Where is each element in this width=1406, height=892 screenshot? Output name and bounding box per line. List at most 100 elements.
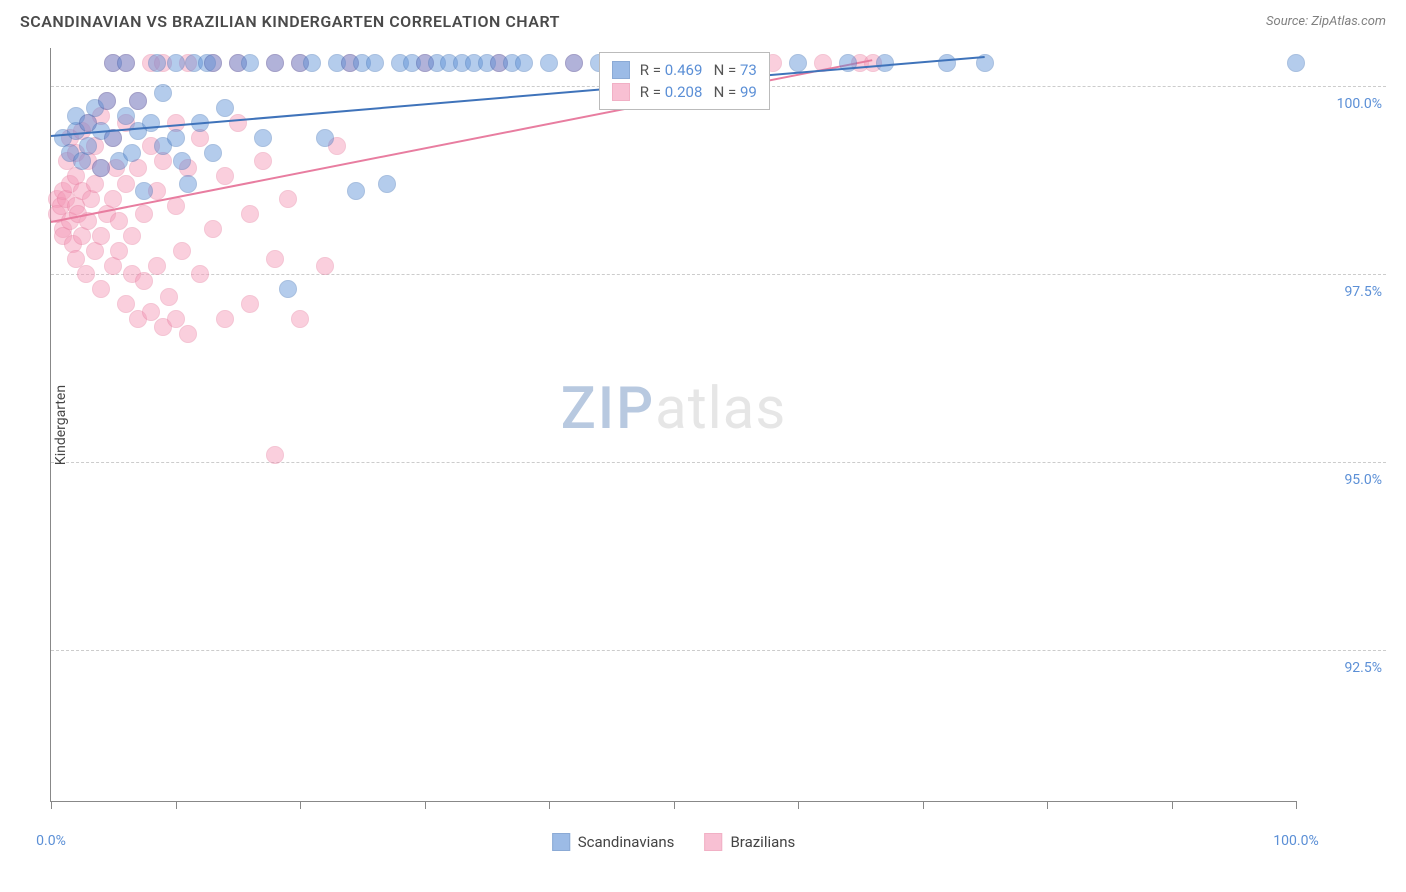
chart-container: Kindergarten ZIPatlas 92.5% 95.0% 97.5% 100… — [50, 48, 1386, 832]
x-tick — [798, 801, 799, 809]
plot-area: Kindergarten ZIPatlas 92.5%95.0%97.5%100… — [50, 48, 1296, 802]
data-point — [216, 99, 234, 117]
data-point — [241, 205, 259, 223]
data-point — [92, 227, 110, 245]
gridline — [51, 462, 1386, 463]
data-point — [789, 54, 807, 72]
data-point — [79, 137, 97, 155]
data-point — [142, 114, 160, 132]
bottom-legend-item: Scandinavians — [552, 833, 675, 851]
stats-legend: R = 0.469 N = 73 R = 0.208 N = 99 — [599, 52, 770, 110]
legend-text: R = 0.469 N = 73 — [640, 61, 757, 79]
data-point — [173, 152, 191, 170]
x-min-label: 0.0% — [36, 833, 66, 849]
bottom-legend-item: Brazilians — [704, 833, 795, 851]
legend-text: R = 0.208 N = 99 — [640, 83, 757, 101]
data-point — [148, 257, 166, 275]
data-point — [254, 129, 272, 147]
data-point — [266, 250, 284, 268]
data-point — [154, 84, 172, 102]
legend-swatch — [612, 61, 630, 79]
bottom-legend: Scandinavians Brazilians — [552, 833, 796, 851]
watermark: ZIPatlas — [561, 375, 787, 443]
data-point — [117, 175, 135, 193]
x-tick — [1047, 801, 1048, 809]
y-tick-label: 97.5% — [1302, 284, 1382, 300]
data-point — [82, 190, 100, 208]
legend-label: Brazilians — [730, 833, 795, 851]
legend-swatch — [552, 833, 570, 851]
data-point — [515, 54, 533, 72]
data-point — [540, 54, 558, 72]
data-point — [229, 114, 247, 132]
data-point — [160, 288, 178, 306]
source-label: Source: ZipAtlas.com — [1266, 14, 1386, 29]
x-tick — [51, 801, 52, 809]
legend-row: R = 0.208 N = 99 — [612, 81, 757, 103]
data-point — [129, 92, 147, 110]
data-point — [366, 54, 384, 72]
x-tick — [1296, 801, 1297, 809]
data-point — [167, 310, 185, 328]
data-point — [117, 54, 135, 72]
data-point — [938, 54, 956, 72]
data-point — [148, 54, 166, 72]
gridline — [51, 274, 1386, 275]
data-point — [135, 272, 153, 290]
data-point — [179, 325, 197, 343]
x-tick — [176, 801, 177, 809]
data-point — [216, 310, 234, 328]
x-tick — [1172, 801, 1173, 809]
data-point — [77, 265, 95, 283]
data-point — [110, 212, 128, 230]
data-point — [167, 197, 185, 215]
data-point — [167, 129, 185, 147]
y-tick-label: 100.0% — [1302, 96, 1382, 112]
data-point — [266, 54, 284, 72]
data-point — [117, 107, 135, 125]
data-point — [92, 280, 110, 298]
data-point — [216, 167, 234, 185]
x-tick — [923, 801, 924, 809]
data-point — [135, 205, 153, 223]
data-point — [104, 190, 122, 208]
y-axis-label: Kindergarten — [53, 384, 69, 464]
chart-title: SCANDINAVIAN VS BRAZILIAN KINDERGARTEN C… — [20, 12, 560, 31]
data-point — [204, 144, 222, 162]
data-point — [316, 257, 334, 275]
data-point — [266, 446, 284, 464]
legend-row: R = 0.469 N = 73 — [612, 59, 757, 81]
data-point — [142, 303, 160, 321]
data-point — [179, 175, 197, 193]
data-point — [123, 227, 141, 245]
y-tick-label: 92.5% — [1302, 660, 1382, 676]
legend-swatch — [704, 833, 722, 851]
x-tick — [425, 801, 426, 809]
data-point — [92, 159, 110, 177]
data-point — [204, 54, 222, 72]
data-point — [135, 182, 153, 200]
data-point — [191, 265, 209, 283]
data-point — [303, 54, 321, 72]
data-point — [117, 295, 135, 313]
data-point — [291, 310, 309, 328]
data-point — [241, 54, 259, 72]
data-point — [173, 242, 191, 260]
data-point — [1287, 54, 1305, 72]
data-point — [254, 152, 272, 170]
data-point — [378, 175, 396, 193]
data-point — [279, 190, 297, 208]
y-tick-label: 95.0% — [1302, 472, 1382, 488]
data-point — [241, 295, 259, 313]
x-tick — [300, 801, 301, 809]
x-max-label: 100.0% — [1273, 833, 1318, 849]
data-point — [110, 242, 128, 260]
data-point — [167, 54, 185, 72]
data-point — [316, 129, 334, 147]
x-tick — [549, 801, 550, 809]
data-point — [123, 144, 141, 162]
legend-label: Scandinavians — [578, 833, 675, 851]
data-point — [98, 92, 116, 110]
legend-swatch — [612, 83, 630, 101]
x-tick — [674, 801, 675, 809]
